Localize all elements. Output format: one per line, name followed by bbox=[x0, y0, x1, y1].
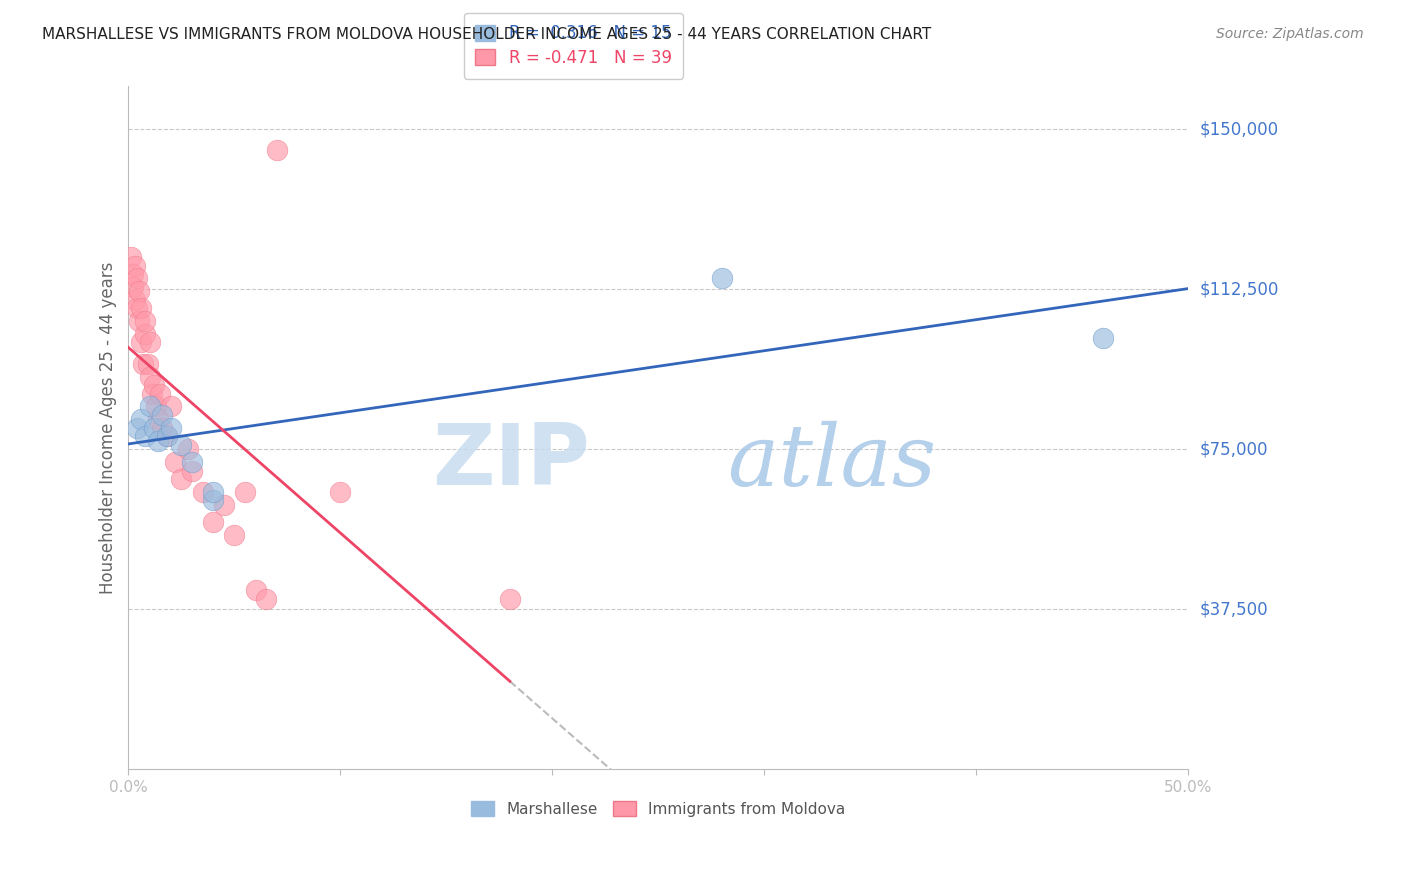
Point bbox=[170, 472, 193, 486]
Point bbox=[150, 408, 173, 422]
Point bbox=[266, 144, 288, 158]
Point bbox=[128, 314, 150, 328]
Text: atlas: atlas bbox=[727, 421, 936, 503]
Point bbox=[121, 280, 143, 294]
Point bbox=[128, 285, 150, 299]
Point bbox=[124, 259, 146, 273]
Point bbox=[329, 484, 352, 499]
Point bbox=[146, 434, 169, 448]
Point bbox=[120, 250, 142, 264]
Point bbox=[245, 582, 267, 597]
Point bbox=[181, 463, 204, 477]
Point bbox=[160, 421, 183, 435]
Text: Source: ZipAtlas.com: Source: ZipAtlas.com bbox=[1216, 27, 1364, 41]
Point bbox=[134, 429, 156, 443]
Point bbox=[125, 271, 148, 285]
Point bbox=[138, 400, 160, 414]
Point bbox=[177, 442, 200, 457]
Point bbox=[170, 438, 193, 452]
Point bbox=[156, 429, 179, 443]
Point bbox=[136, 357, 159, 371]
Point bbox=[191, 484, 214, 499]
Text: $112,500: $112,500 bbox=[1199, 280, 1278, 298]
Legend: Marshallese, Immigrants from Moldova: Marshallese, Immigrants from Moldova bbox=[465, 796, 852, 823]
Point bbox=[121, 267, 143, 281]
Point bbox=[1092, 331, 1115, 345]
Point bbox=[202, 493, 225, 508]
Point bbox=[138, 369, 160, 384]
Point bbox=[160, 400, 183, 414]
Point bbox=[233, 484, 256, 499]
Point bbox=[138, 335, 160, 350]
Point bbox=[254, 591, 277, 606]
Point bbox=[145, 400, 167, 414]
Point bbox=[499, 591, 522, 606]
Point bbox=[149, 386, 172, 401]
Point bbox=[156, 429, 179, 443]
Point bbox=[202, 484, 225, 499]
Point bbox=[142, 421, 165, 435]
Point bbox=[129, 412, 152, 426]
Point bbox=[165, 455, 187, 469]
Point bbox=[132, 357, 155, 371]
Point bbox=[134, 326, 156, 341]
Point bbox=[181, 455, 204, 469]
Text: $37,500: $37,500 bbox=[1199, 600, 1268, 618]
Point bbox=[125, 301, 148, 316]
Point bbox=[129, 301, 152, 316]
Text: ZIP: ZIP bbox=[432, 420, 589, 503]
Point bbox=[134, 314, 156, 328]
Text: $75,000: $75,000 bbox=[1199, 440, 1268, 458]
Y-axis label: Householder Income Ages 25 - 44 years: Householder Income Ages 25 - 44 years bbox=[100, 261, 117, 594]
Point bbox=[142, 378, 165, 392]
Point bbox=[150, 421, 173, 435]
Point bbox=[141, 386, 163, 401]
Point bbox=[202, 515, 225, 529]
Text: $150,000: $150,000 bbox=[1199, 120, 1278, 138]
Point bbox=[129, 335, 152, 350]
Point bbox=[710, 271, 733, 285]
Point bbox=[124, 293, 146, 307]
Text: MARSHALLESE VS IMMIGRANTS FROM MOLDOVA HOUSEHOLDER INCOME AGES 25 - 44 YEARS COR: MARSHALLESE VS IMMIGRANTS FROM MOLDOVA H… bbox=[42, 27, 931, 42]
Point bbox=[212, 498, 235, 512]
Point bbox=[125, 421, 148, 435]
Point bbox=[146, 412, 169, 426]
Point bbox=[224, 527, 246, 541]
